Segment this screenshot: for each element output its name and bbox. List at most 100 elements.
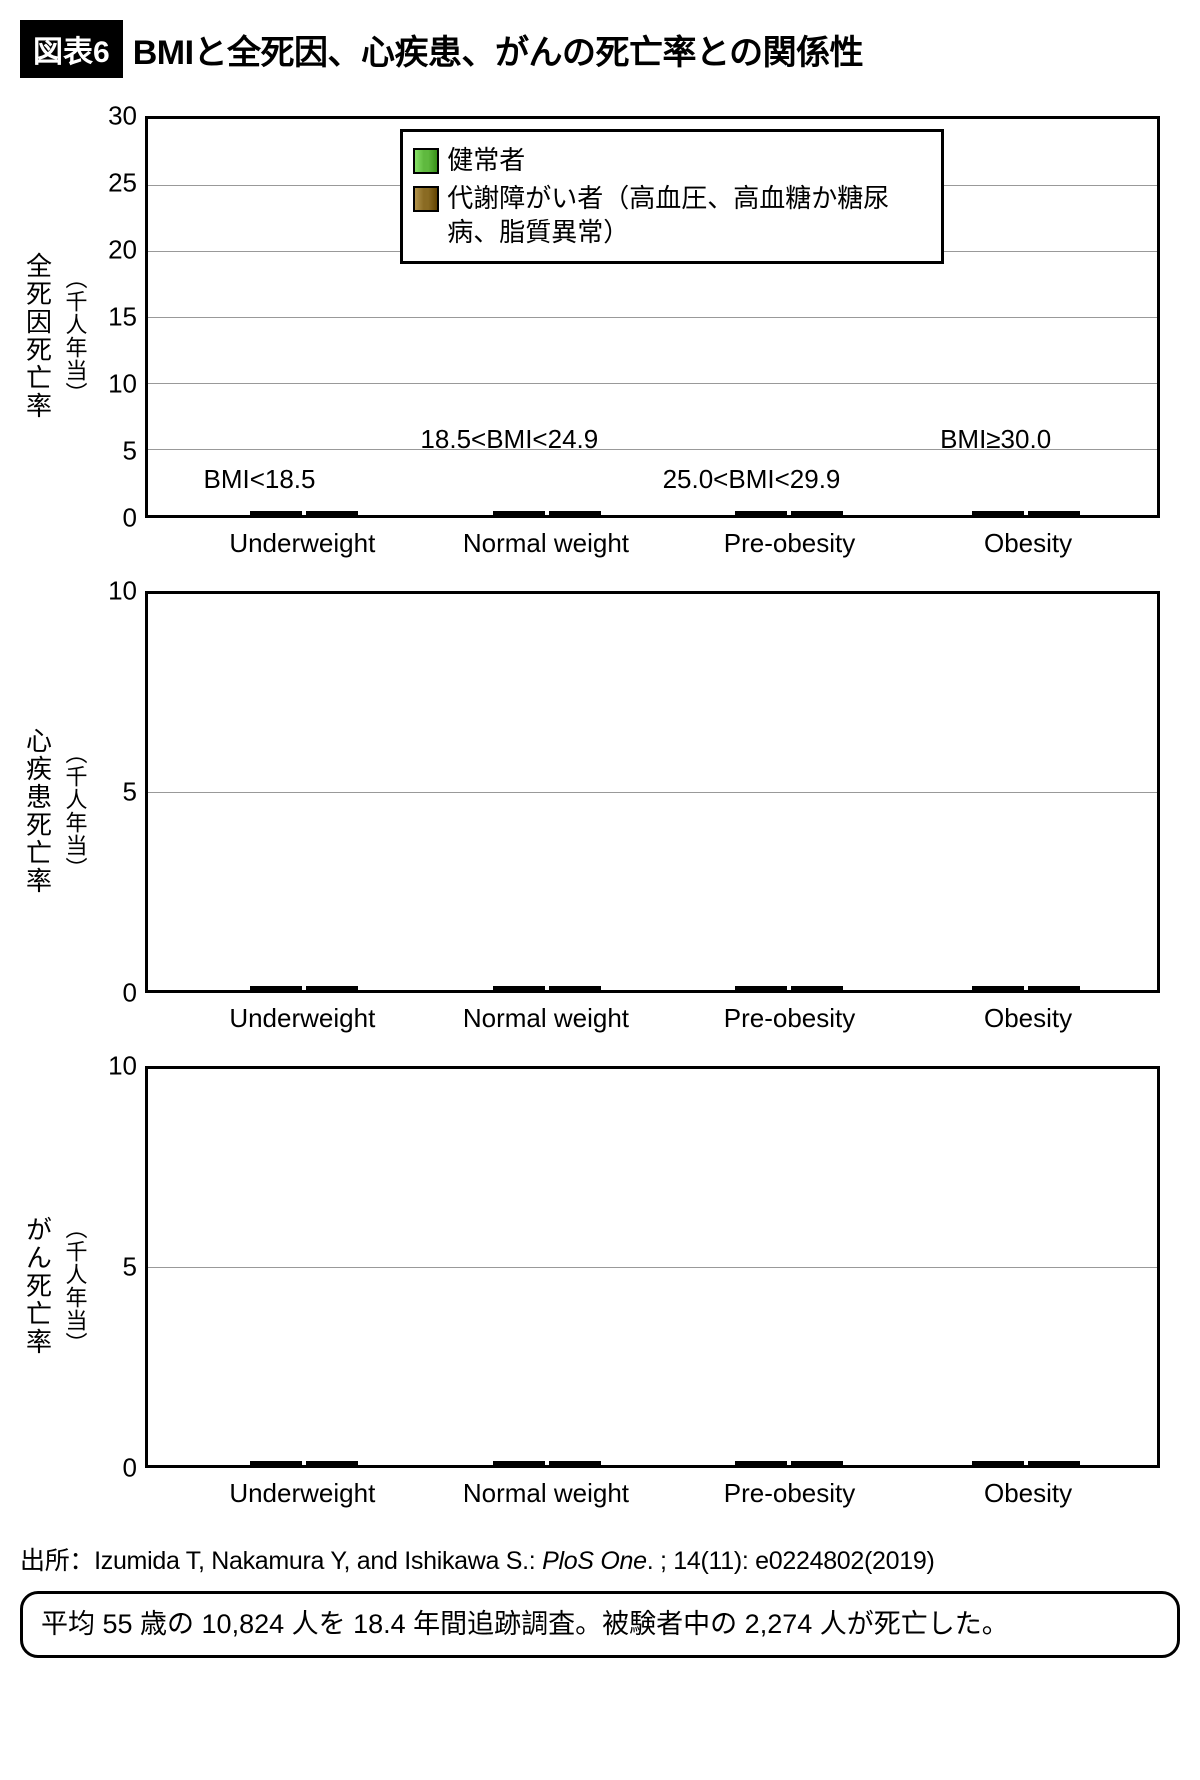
charts-stack: 全死因死亡率（千人年当）051015202530健常者代謝障がい者（高血圧、高血…	[20, 98, 1180, 1523]
ytick-label: 0	[123, 1453, 137, 1484]
ticks-col: 0 5 10	[90, 573, 145, 1048]
legend-item: 健常者	[413, 144, 927, 178]
plot-col: Underweight Normal weight Pre-obesity Obesi…	[145, 573, 1180, 1048]
bar-group	[493, 511, 601, 515]
bar-green	[493, 986, 545, 990]
bar-group	[735, 511, 843, 515]
xcat-label: Underweight	[229, 1003, 375, 1034]
source-prefix: 出所：	[20, 1547, 94, 1575]
bar-brown	[549, 1461, 601, 1465]
ytick-label: 10	[108, 369, 137, 400]
xcat-label: Obesity	[984, 1003, 1072, 1034]
bar-green	[250, 1461, 302, 1465]
bar-brown	[306, 1461, 358, 1465]
bmi-annotation: BMI≥30.0	[940, 424, 1051, 455]
bar-brown	[1028, 511, 1080, 515]
bar-brown	[549, 511, 601, 515]
figure-title: BMIと全死因、心疾患、がんの死亡率との関係性	[133, 25, 863, 74]
ytick-label: 5	[123, 777, 137, 808]
chart-cancer: がん死亡率（千人年当）0510UnderweightNormal weightP…	[20, 1048, 1180, 1523]
ytick-label: 0	[123, 503, 137, 534]
bar-group	[493, 986, 601, 990]
title-row: 図表6 BMIと全死因、心疾患、がんの死亡率との関係性	[20, 20, 1180, 78]
xcat-label: Underweight	[229, 1478, 375, 1509]
bar-green	[972, 1461, 1024, 1465]
bar-green	[250, 511, 302, 515]
bar-group	[735, 986, 843, 990]
plot-col: Underweight Normal weight Pre-obesity Obesi…	[145, 1048, 1180, 1523]
xcat-label: Pre-obesity	[724, 1478, 856, 1509]
source-text-b: . ; 14(11): e0224802(2019)	[647, 1547, 935, 1575]
bar-group	[972, 511, 1080, 515]
bar-green	[735, 511, 787, 515]
legend-item: 代謝障がい者（高血圧、高血糖か糖尿病、脂質異常）	[413, 182, 927, 250]
bar-green	[972, 986, 1024, 990]
xcat-label: Obesity	[984, 528, 1072, 559]
ylabel-paren: （千人年当）	[59, 742, 91, 880]
plot-col: 健常者代謝障がい者（高血圧、高血糖か糖尿病、脂質異常）BMI<18.518.5<…	[145, 98, 1180, 573]
xcat-label: Normal weight	[463, 528, 629, 559]
bar-green	[735, 986, 787, 990]
ylabel-col: 全死因死亡率（千人年当）	[20, 98, 90, 573]
xcat-label: Normal weight	[463, 1003, 629, 1034]
bmi-annotation: BMI<18.5	[203, 464, 315, 495]
plot-area: 健常者代謝障がい者（高血圧、高血糖か糖尿病、脂質異常）BMI<18.518.5<…	[145, 116, 1160, 518]
bar-group	[250, 1461, 358, 1465]
ylabel-main: 心疾患死亡率	[20, 727, 57, 895]
bar-brown	[1028, 986, 1080, 990]
ticks-col: 0510	[90, 1048, 145, 1523]
ytick-label: 15	[108, 302, 137, 333]
ylabel-paren: （千人年当）	[59, 267, 91, 405]
xcat-label: Normal weight	[463, 1478, 629, 1509]
bmi-annotation: 25.0<BMI<29.9	[663, 464, 841, 495]
legend-label: 健常者	[447, 144, 525, 178]
ticks-col: 0 5 10 15 20 25 30	[90, 98, 145, 573]
source-italic: PloS One	[542, 1547, 647, 1575]
xcat-label: Pre-obesity	[724, 1003, 856, 1034]
chart-heart: 心疾患死亡率（千人年当） 0 5 10 Underweight Normal weight…	[20, 573, 1180, 1048]
bar-green	[735, 1461, 787, 1465]
source-text-a: Izumida T, Nakamura Y, and Ishikawa S.:	[94, 1547, 542, 1575]
bar-brown	[1028, 1461, 1080, 1465]
bar-group	[735, 1461, 843, 1465]
xcat-label: Pre-obesity	[724, 528, 856, 559]
bar-brown	[791, 1461, 843, 1465]
xcat-label: Underweight	[229, 528, 375, 559]
legend-box: 健常者代謝障がい者（高血圧、高血糖か糖尿病、脂質異常）	[400, 129, 944, 264]
ytick-label: 30	[108, 101, 137, 132]
ytick-label: 0	[123, 978, 137, 1009]
bar-brown	[306, 986, 358, 990]
legend-label: 代謝障がい者（高血圧、高血糖か糖尿病、脂質異常）	[447, 182, 927, 250]
bar-group	[972, 986, 1080, 990]
ytick-label: 25	[108, 168, 137, 199]
ytick-label: 5	[123, 1252, 137, 1283]
bar-brown	[549, 986, 601, 990]
plot-area	[145, 591, 1160, 993]
bars-layer	[148, 594, 1157, 990]
ytick-label: 5	[123, 436, 137, 467]
bar-group	[250, 986, 358, 990]
ytick-label: 20	[108, 235, 137, 266]
bar-group	[493, 1461, 601, 1465]
figure-badge: 図表6	[20, 20, 123, 78]
ylabel-paren: （千人年当）	[59, 1217, 91, 1355]
ylabel-col: 心疾患死亡率（千人年当）	[20, 573, 90, 1048]
bar-group	[972, 1461, 1080, 1465]
bar-green	[493, 511, 545, 515]
xcat-label: Obesity	[984, 1478, 1072, 1509]
chart-all_cause: 全死因死亡率（千人年当） 0 5 10 15 20 25 30 健常者代謝障がい者（高血圧、高血…	[20, 98, 1180, 573]
ylabel-main: 全死因死亡率	[20, 252, 57, 420]
legend-swatch	[413, 186, 439, 212]
figure-container: 図表6 BMIと全死因、心疾患、がんの死亡率との関係性 全死因死亡率（千人年当）…	[20, 20, 1180, 1658]
legend-swatch	[413, 148, 439, 174]
note-box: 平均 55 歳の 10,824 人を 18.4 年間追跡調査。被験者中の 2,2…	[20, 1591, 1180, 1658]
ylabel-col: がん死亡率（千人年当）	[20, 1048, 90, 1523]
bar-brown	[791, 511, 843, 515]
source-line: 出所：Izumida T, Nakamura Y, and Ishikawa S…	[20, 1541, 1180, 1577]
bar-brown	[791, 986, 843, 990]
bar-brown	[306, 511, 358, 515]
bars-layer	[148, 1069, 1157, 1465]
ytick-label: 10	[108, 576, 137, 607]
bar-green	[250, 986, 302, 990]
ylabel-main: がん死亡率	[20, 1216, 57, 1356]
